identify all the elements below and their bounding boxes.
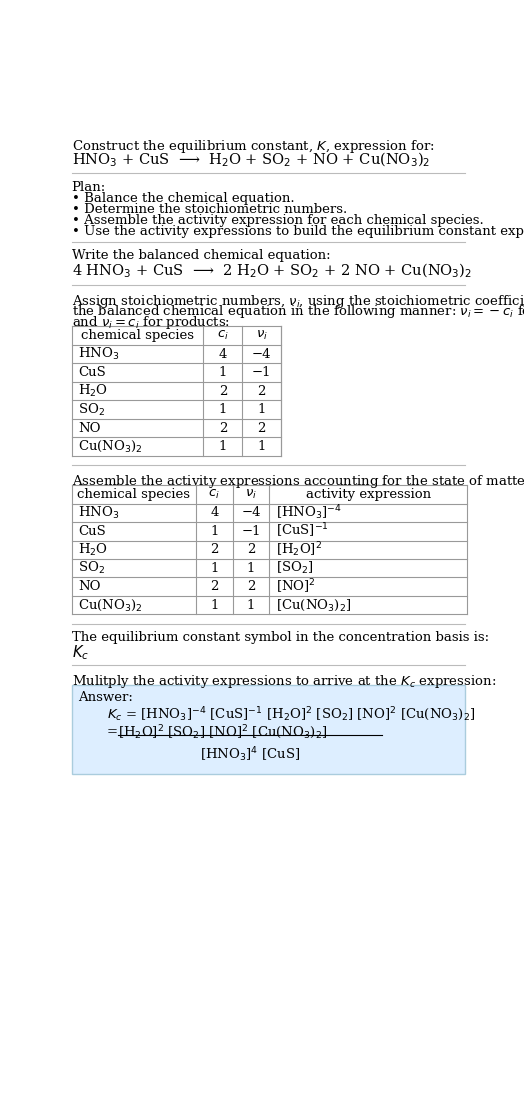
Text: 2: 2 [257,421,266,434]
Text: 1: 1 [219,403,227,416]
Text: $\nu_i$: $\nu_i$ [245,488,257,501]
Text: 2: 2 [219,385,227,397]
Text: Cu(NO$_3$)$_2$: Cu(NO$_3$)$_2$ [78,598,143,613]
Text: $c_i$: $c_i$ [209,488,220,501]
Text: The equilibrium constant symbol in the concentration basis is:: The equilibrium constant symbol in the c… [72,632,489,644]
Text: 1: 1 [257,440,266,453]
Text: 1: 1 [210,524,219,538]
Text: [H$_2$O]$^2$ [SO$_2$] [NO]$^2$ [Cu(NO$_3$)$_2$]: [H$_2$O]$^2$ [SO$_2$] [NO]$^2$ [Cu(NO$_3… [118,723,328,740]
Text: Construct the equilibrium constant, $K$, expression for:: Construct the equilibrium constant, $K$,… [72,138,434,155]
Text: [SO$_2$]: [SO$_2$] [276,561,313,576]
Text: • Balance the chemical equation.: • Balance the chemical equation. [72,192,294,205]
Text: 1: 1 [219,440,227,453]
Text: and $\nu_i = c_i$ for products:: and $\nu_i = c_i$ for products: [72,314,230,331]
Text: 2: 2 [247,580,255,593]
Text: 1: 1 [219,366,227,380]
Text: Assign stoichiometric numbers, $\nu_i$, using the stoichiometric coefficients, $: Assign stoichiometric numbers, $\nu_i$, … [72,293,524,309]
Text: chemical species: chemical species [77,488,190,501]
Text: 2: 2 [210,580,219,593]
Text: 1: 1 [247,599,255,612]
Text: [NO]$^2$: [NO]$^2$ [276,577,315,596]
Text: −1: −1 [252,366,271,380]
Text: [Cu(NO$_3$)$_2$]: [Cu(NO$_3$)$_2$] [276,598,351,613]
Text: $\nu_i$: $\nu_i$ [256,329,268,342]
Text: chemical species: chemical species [81,329,194,342]
Text: 1: 1 [210,599,219,612]
Text: $K_c$ = [HNO$_3$]$^{-4}$ [CuS]$^{-1}$ [H$_2$O]$^2$ [SO$_2$] [NO]$^2$ [Cu(NO$_3$): $K_c$ = [HNO$_3$]$^{-4}$ [CuS]$^{-1}$ [H… [106,705,475,723]
Text: activity expression: activity expression [305,488,431,501]
Text: • Determine the stoichiometric numbers.: • Determine the stoichiometric numbers. [72,203,347,216]
Text: −4: −4 [242,507,261,519]
Text: HNO$_3$: HNO$_3$ [78,505,119,521]
Text: H$_2$O: H$_2$O [78,383,108,399]
Text: [HNO$_3$]$^4$ [CuS]: [HNO$_3$]$^4$ [CuS] [200,745,300,764]
Text: 1: 1 [247,562,255,575]
Text: $K_c$: $K_c$ [72,644,89,663]
Text: 4 HNO$_3$ + CuS  ⟶  2 H$_2$O + SO$_2$ + 2 NO + Cu(NO$_3$)$_2$: 4 HNO$_3$ + CuS ⟶ 2 H$_2$O + SO$_2$ + 2 … [72,262,472,280]
Text: NO: NO [78,421,101,434]
Text: • Use the activity expressions to build the equilibrium constant expression.: • Use the activity expressions to build … [72,225,524,238]
Text: −4: −4 [252,348,271,361]
Bar [72,327,281,456]
Text: the balanced chemical equation in the following manner: $\nu_i = -c_i$ for react: the balanced chemical equation in the fo… [72,304,524,320]
Text: SO$_2$: SO$_2$ [78,402,105,418]
Text: HNO$_3$ + CuS  ⟶  H$_2$O + SO$_2$ + NO + Cu(NO$_3$)$_2$: HNO$_3$ + CuS ⟶ H$_2$O + SO$_2$ + NO + C… [72,150,430,169]
Text: Answer:: Answer: [78,691,133,704]
Text: 2: 2 [257,385,266,397]
Text: [H$_2$O]$^2$: [H$_2$O]$^2$ [276,541,322,559]
Text: −1: −1 [242,524,261,538]
Text: Mulitply the activity expressions to arrive at the $K_c$ expression:: Mulitply the activity expressions to arr… [72,672,496,690]
Text: =: = [106,725,117,738]
Text: 1: 1 [210,562,219,575]
Text: NO: NO [78,580,101,593]
Text: 1: 1 [257,403,266,416]
Text: H$_2$O: H$_2$O [78,542,108,557]
Bar [72,686,465,773]
Text: 2: 2 [219,421,227,434]
Text: Plan:: Plan: [72,181,106,194]
Text: Cu(NO$_3$)$_2$: Cu(NO$_3$)$_2$ [78,439,143,454]
Text: [HNO$_3$]$^{-4}$: [HNO$_3$]$^{-4}$ [276,504,342,522]
Text: CuS: CuS [78,366,106,380]
Bar [72,485,467,614]
Text: 2: 2 [247,543,255,556]
Text: CuS: CuS [78,524,106,538]
Text: 4: 4 [210,507,219,519]
Text: 2: 2 [210,543,219,556]
Text: HNO$_3$: HNO$_3$ [78,347,119,362]
Text: [CuS]$^{-1}$: [CuS]$^{-1}$ [276,522,329,541]
Text: • Assemble the activity expression for each chemical species.: • Assemble the activity expression for e… [72,214,484,227]
Text: Write the balanced chemical equation:: Write the balanced chemical equation: [72,249,330,262]
Text: SO$_2$: SO$_2$ [78,561,105,576]
Text: $c_i$: $c_i$ [217,329,229,342]
Text: 4: 4 [219,348,227,361]
Text: Assemble the activity expressions accounting for the state of matter and $\nu_i$: Assemble the activity expressions accoun… [72,473,524,489]
